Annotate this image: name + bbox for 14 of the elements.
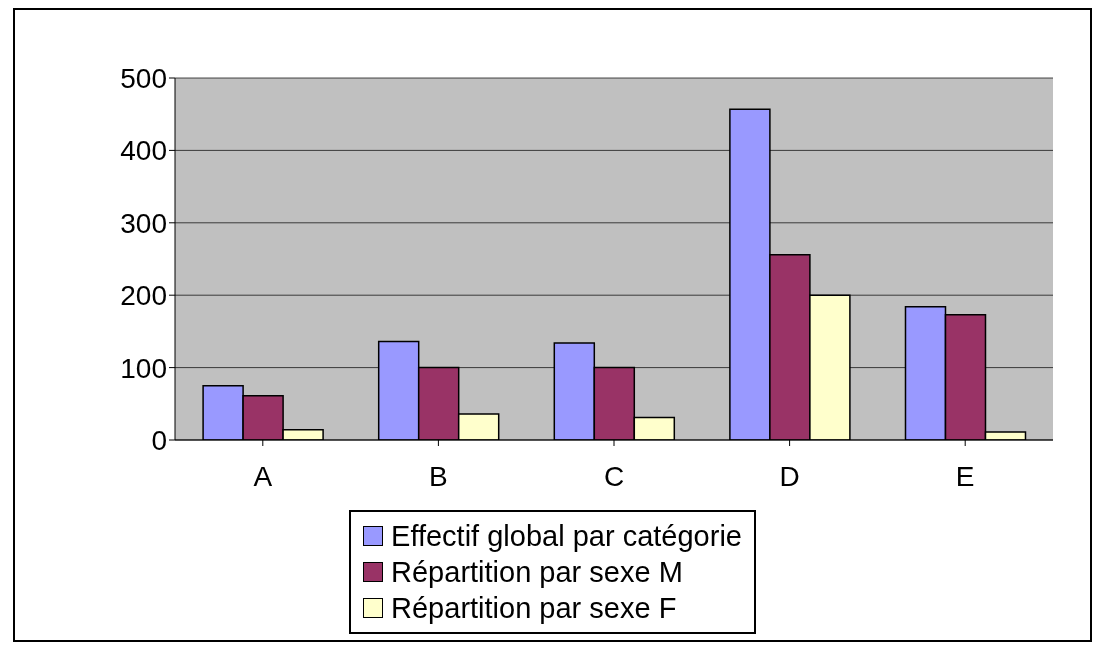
x-tick-label: C — [603, 460, 625, 492]
legend-label: Répartition par sexe F — [391, 591, 677, 626]
y-tick-label: 200 — [120, 280, 167, 312]
y-tick-label: 100 — [120, 352, 167, 384]
x-tick-label: A — [253, 460, 273, 492]
y-tick-label: 300 — [120, 207, 167, 239]
y-tick-label: 0 — [151, 424, 167, 456]
legend-label: Répartition par sexe M — [391, 555, 683, 590]
legend-label: Effectif global par catégorie — [391, 519, 742, 554]
x-tick-label: B — [429, 460, 448, 492]
y-tick-label: 400 — [120, 135, 167, 167]
x-tick-label: D — [779, 460, 800, 492]
y-tick-label: 500 — [120, 62, 167, 94]
x-tick-label: E — [955, 460, 975, 492]
